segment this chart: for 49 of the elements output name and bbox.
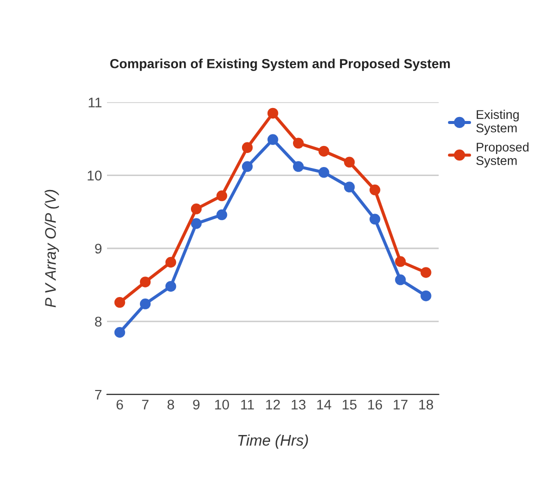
point bbox=[370, 214, 380, 225]
x-tick-label: 15 bbox=[342, 400, 357, 410]
x-tick-label: 18 bbox=[419, 400, 434, 410]
y-tick-label: 11 bbox=[88, 98, 102, 108]
point bbox=[165, 280, 176, 292]
x-tick-label: 8 bbox=[168, 400, 174, 410]
legend-label: Proposed System bbox=[476, 142, 528, 168]
point bbox=[114, 297, 126, 308]
point bbox=[292, 161, 304, 172]
chart-title: Comparison of Existing System and Proposed System bbox=[110, 58, 450, 71]
x-tick-label: 6 bbox=[116, 400, 124, 410]
x-tick-label: 11 bbox=[241, 400, 254, 410]
point bbox=[267, 108, 278, 119]
y-tick-label: 8 bbox=[95, 316, 102, 327]
x-tick-label: 17 bbox=[394, 400, 408, 410]
point bbox=[292, 138, 304, 149]
point bbox=[318, 146, 330, 157]
point bbox=[216, 209, 228, 220]
y-tick-label: 10 bbox=[88, 170, 102, 180]
y-axis-title: P V Array O/P (V) bbox=[44, 190, 59, 308]
x-tick-label: 16 bbox=[368, 400, 382, 410]
x-axis-title: Time (Hrs) bbox=[238, 434, 308, 449]
point bbox=[140, 298, 151, 310]
point bbox=[318, 167, 330, 178]
point bbox=[242, 161, 253, 172]
x-tick-label: 14 bbox=[317, 400, 332, 410]
point bbox=[344, 182, 355, 192]
legend-label: Existing System bbox=[476, 110, 519, 135]
point bbox=[190, 204, 202, 214]
point bbox=[190, 218, 202, 229]
y-tick-label: 9 bbox=[95, 244, 102, 254]
y-tick-label: 7 bbox=[95, 390, 102, 400]
x-tick-label: 10 bbox=[215, 400, 229, 410]
point bbox=[114, 326, 126, 338]
point bbox=[216, 190, 228, 202]
x-tick-label: 13 bbox=[292, 400, 306, 410]
point bbox=[395, 256, 406, 267]
point bbox=[140, 276, 151, 288]
x-tick-label: 12 bbox=[266, 400, 280, 410]
x-tick-label: 7 bbox=[142, 400, 148, 410]
point bbox=[267, 134, 278, 145]
point bbox=[344, 156, 355, 168]
point bbox=[370, 184, 380, 196]
point bbox=[420, 267, 432, 278]
point bbox=[395, 274, 406, 286]
point bbox=[165, 256, 176, 268]
x-tick-label: 9 bbox=[193, 400, 200, 410]
point bbox=[420, 290, 432, 302]
point bbox=[242, 142, 253, 153]
